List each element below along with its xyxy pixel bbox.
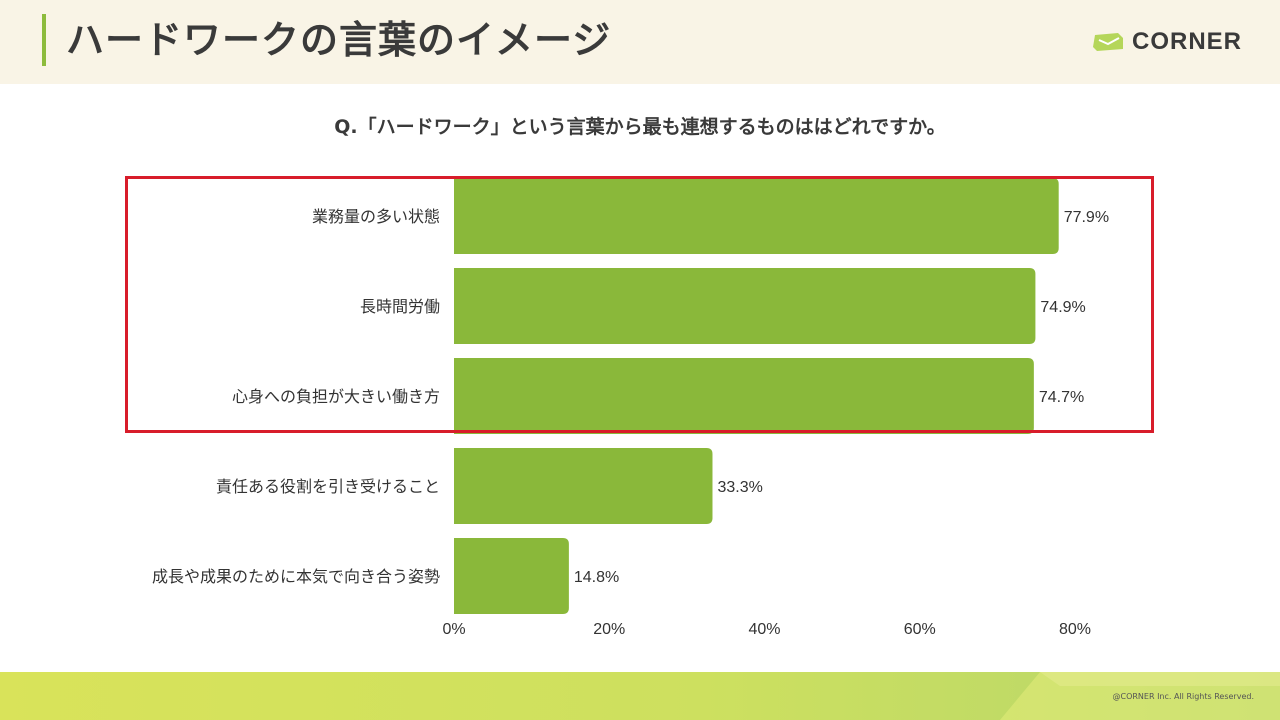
chart-question: Q.「ハードワーク」という言葉から最も連想するものははどれですか。: [334, 116, 946, 138]
footer-band: [0, 672, 1280, 720]
x-tick-label-3: 60%: [904, 621, 936, 638]
bar-0: [454, 178, 1059, 254]
x-tick-label-2: 40%: [748, 621, 780, 638]
corner-logo-icon: [1093, 33, 1123, 51]
value-label-1: 74.9%: [1040, 299, 1085, 316]
bar-3: [454, 448, 713, 524]
page-title: ハードワークの言葉のイメージ: [66, 18, 612, 62]
highlight-box: [125, 176, 1154, 433]
category-label-0: 業務量の多い状態: [312, 207, 440, 226]
category-label-3: 責任ある役割を引き受けること: [216, 477, 440, 496]
bar-2: [454, 358, 1034, 434]
copyright-text: @CORNER Inc. All Rights Reserved.: [1112, 692, 1254, 701]
header-bar: ハードワークの言葉のイメージ CORNER: [0, 0, 1280, 84]
category-label-4: 成長や成果のために本気で向き合う姿勢: [152, 567, 440, 586]
category-label-2: 心身への負担が大きい働き方: [232, 387, 440, 406]
bar-chart: 業務量の多い状態 77.9% 長時間労働 74.9% 心身への負担が大きい働き方 74.7…: [152, 178, 1109, 638]
title-accent-bar: [42, 14, 46, 66]
x-tick-label-0: 0%: [442, 621, 465, 638]
x-tick-label-1: 20%: [593, 621, 625, 638]
bar-4: [454, 538, 569, 614]
value-label-2: 74.7%: [1039, 389, 1084, 406]
corner-logo: CORNER: [1092, 26, 1242, 58]
bar-1: [454, 268, 1036, 344]
category-label-1: 長時間労働: [360, 297, 440, 316]
value-label-4: 14.8%: [574, 569, 619, 586]
x-tick-label-4: 80%: [1059, 621, 1091, 638]
value-label-0: 77.9%: [1064, 209, 1109, 226]
value-label-3: 33.3%: [717, 479, 762, 496]
logo-text: CORNER: [1132, 28, 1243, 55]
